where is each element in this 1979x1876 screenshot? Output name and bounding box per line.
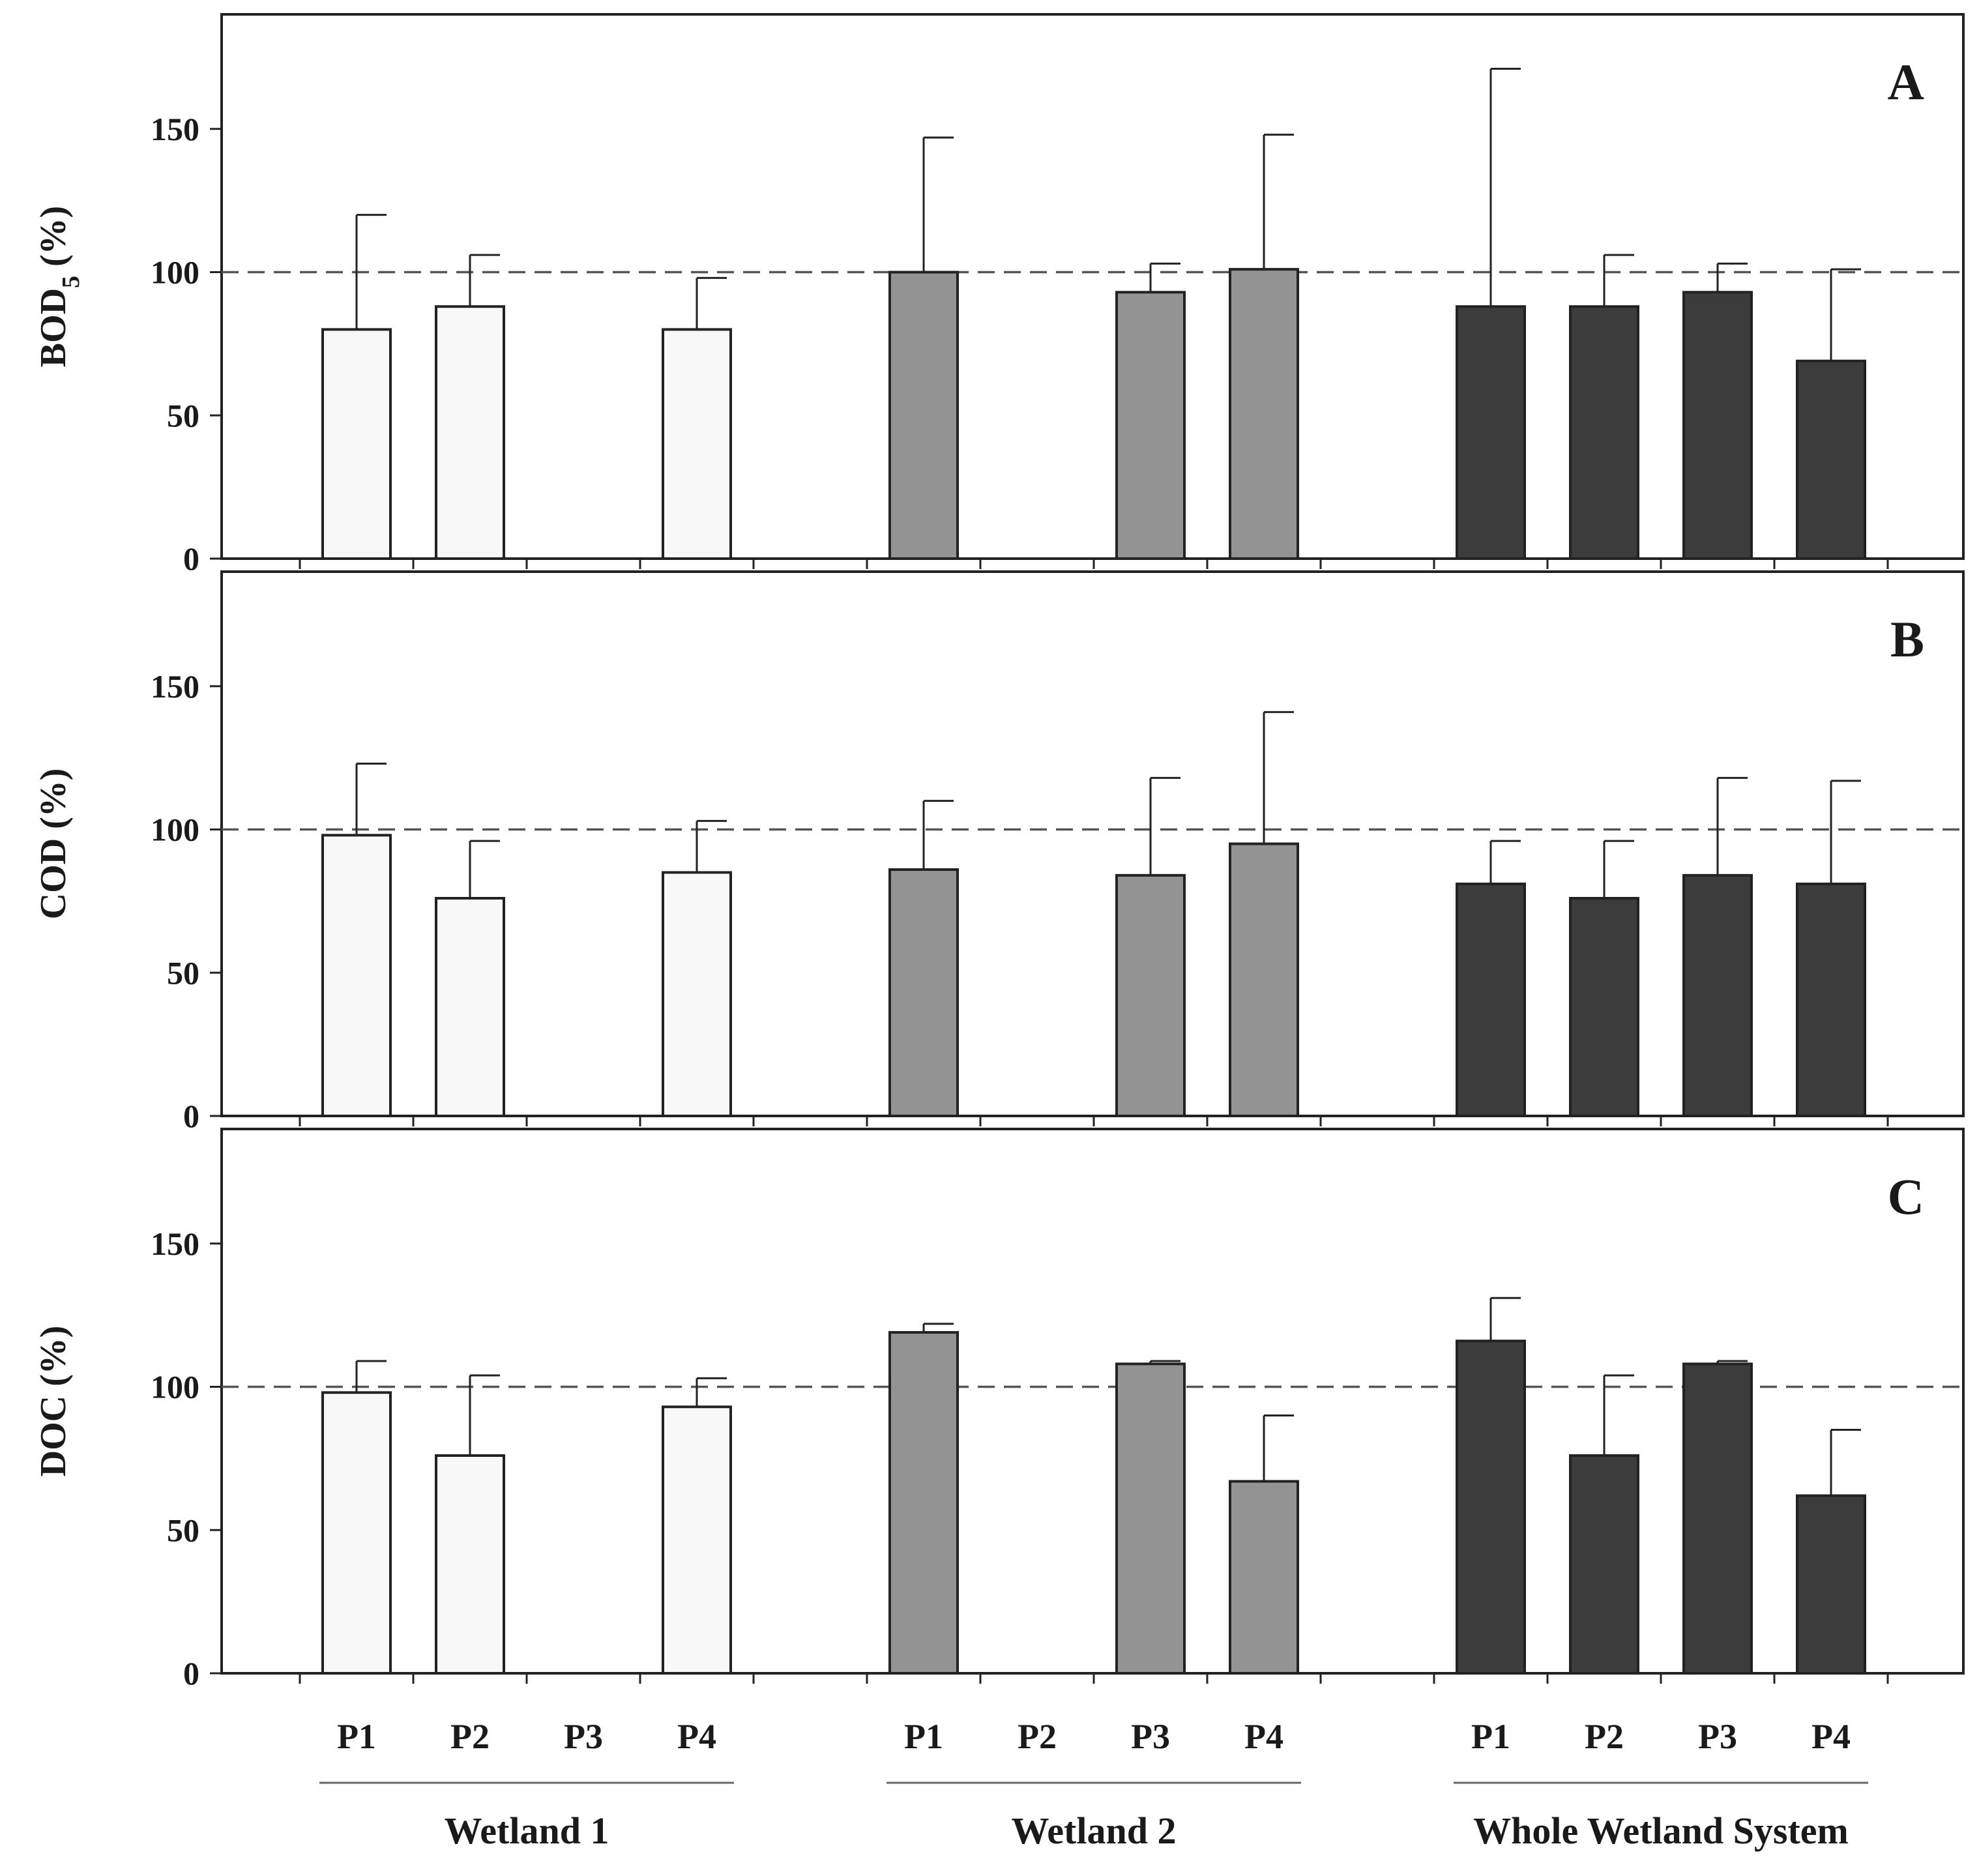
bar [1569, 1454, 1639, 1675]
y-tick-label: 0 [183, 1655, 199, 1692]
y-axis-label: COD (%) [33, 769, 74, 920]
y-tick-label: 150 [151, 668, 199, 705]
bar [1796, 359, 1866, 561]
bar [1456, 883, 1526, 1118]
category-label: P4 [677, 1717, 716, 1756]
bar [888, 1331, 959, 1675]
y-axis-label-unit: (%) [33, 206, 74, 276]
bar [1115, 873, 1186, 1118]
bar [1456, 1340, 1526, 1675]
category-label: P2 [450, 1717, 490, 1756]
category-label: P4 [1244, 1717, 1283, 1756]
y-axis-label-text: DOC (%) [33, 1326, 74, 1477]
y-tick-label: 100 [151, 812, 199, 848]
bar [1115, 291, 1186, 560]
panel-letter: C [1888, 1168, 1924, 1225]
bar [1229, 842, 1299, 1117]
bar [888, 271, 959, 560]
bar [435, 897, 505, 1117]
bar [1569, 897, 1639, 1117]
bar [321, 1391, 392, 1675]
group-label: Wetland 2 [1012, 1810, 1177, 1852]
y-tick-label: 50 [167, 397, 199, 433]
bar [888, 868, 959, 1117]
bar [1682, 291, 1753, 560]
y-tick-label: 50 [167, 1512, 199, 1548]
bar [1115, 1362, 1186, 1675]
bar [321, 328, 392, 560]
category-label: P3 [564, 1717, 603, 1756]
bar [435, 1454, 505, 1675]
y-tick-label: 0 [183, 1098, 199, 1134]
panel-a: 0 50 100 150 A BOD5 (%) [33, 13, 1965, 577]
y-tick-label: 50 [167, 954, 199, 991]
category-label: P2 [1018, 1717, 1057, 1756]
panel-c: 0 50 100 150 C DOC (%) [33, 1128, 1965, 1692]
chart-panels: 0 50 100 150 A BOD5 (%) 0 50 100 150 B COD (%) 0 50 10… [33, 13, 1965, 1692]
bar [1569, 305, 1639, 560]
panel-b: 0 50 100 150 B COD (%) [33, 570, 1965, 1134]
y-tick-label: 0 [183, 540, 199, 577]
y-tick-label: 150 [151, 1225, 199, 1262]
panel-frame [220, 570, 1965, 1117]
bar [1796, 883, 1866, 1118]
category-label: P1 [904, 1717, 943, 1756]
bar [1682, 1362, 1753, 1675]
panel-frame [220, 1128, 1965, 1675]
y-tick-label: 150 [151, 111, 199, 147]
category-label: P3 [1698, 1717, 1737, 1756]
bar [1456, 305, 1526, 560]
bar [1229, 1480, 1299, 1675]
bar [662, 328, 732, 560]
y-axis-label-text: BOD [33, 288, 74, 367]
bar [662, 1405, 732, 1675]
y-axis-label-subscript: 5 [57, 276, 85, 288]
category-label: P2 [1585, 1717, 1624, 1756]
bar [1682, 873, 1753, 1118]
y-axis-label: BOD5 (%) [33, 206, 85, 368]
bar [1796, 1494, 1866, 1675]
category-label: P4 [1811, 1717, 1851, 1756]
y-axis-label-text: COD (%) [33, 769, 74, 920]
group-label: Wetland 1 [445, 1810, 609, 1852]
y-axis-label: DOC (%) [33, 1326, 74, 1477]
x-axis-labels: P1 P2 P3 P4 Wetland 1 P1 P2 P3 P4 Wetland 2 P1 P2 P3… [319, 1717, 1868, 1852]
category-label: P1 [337, 1717, 376, 1756]
bar [1229, 268, 1299, 560]
panel-frame [220, 13, 1965, 560]
bar [435, 305, 505, 560]
category-label: P1 [1471, 1717, 1510, 1756]
panel-letter: B [1890, 611, 1924, 667]
bar [321, 834, 392, 1117]
panel-letter: A [1888, 53, 1924, 110]
y-tick-label: 100 [151, 1369, 199, 1405]
group-label: Whole Wetland System [1473, 1810, 1849, 1852]
y-tick-label: 100 [151, 254, 199, 291]
bar [662, 871, 732, 1118]
category-label: P3 [1131, 1717, 1170, 1756]
